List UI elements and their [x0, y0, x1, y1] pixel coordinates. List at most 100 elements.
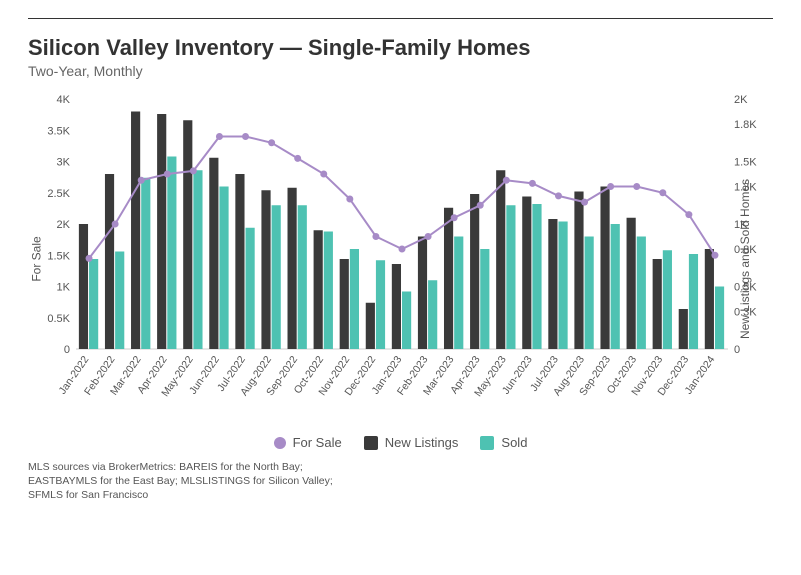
for-sale-marker	[451, 214, 458, 221]
for-sale-marker	[372, 233, 379, 240]
sold-bar	[506, 205, 515, 349]
y-left-tick-label: 3.5K	[47, 125, 70, 137]
y-left-tick-label: 1K	[57, 282, 71, 294]
top-rule	[28, 18, 773, 19]
for-sale-marker	[86, 255, 93, 262]
for-sale-marker	[425, 233, 432, 240]
for-sale-marker	[711, 252, 718, 259]
new-listings-bar	[496, 170, 505, 349]
page: Silicon Valley Inventory — Single-Family…	[0, 0, 801, 575]
new-listings-bar	[79, 224, 88, 349]
for-sale-marker	[633, 183, 640, 190]
sold-bar	[193, 170, 202, 349]
for-sale-marker	[320, 171, 327, 178]
sold-bar	[689, 254, 698, 349]
new-listings-bar	[131, 112, 140, 350]
for-sale-marker	[581, 199, 588, 206]
for-sale-marker	[294, 155, 301, 162]
new-listings-bar	[340, 259, 349, 349]
new-listings-bar	[705, 249, 714, 349]
sold-bar	[376, 260, 385, 349]
new-listings-bar	[418, 237, 427, 350]
for-sale-marker	[503, 177, 510, 184]
for-sale-marker	[138, 177, 145, 184]
sold-bar	[298, 205, 307, 349]
new-listings-bar	[627, 218, 636, 349]
new-listings-bar	[548, 219, 557, 349]
sold-bar	[115, 252, 124, 350]
for-sale-marker	[112, 221, 119, 228]
for-sale-marker	[242, 133, 249, 140]
legend-item-new-listings: New Listings	[364, 435, 459, 450]
legend-swatch	[274, 437, 286, 449]
sold-bar	[167, 157, 176, 350]
new-listings-bar	[183, 120, 192, 349]
new-listings-bar	[679, 309, 688, 349]
y-left-tick-label: 4K	[57, 94, 71, 106]
for-sale-marker	[607, 183, 614, 190]
new-listings-bar	[444, 208, 453, 349]
legend-item-sold: Sold	[480, 435, 527, 450]
footnote: MLS sources via BrokerMetrics: BAREIS fo…	[28, 460, 368, 503]
for-sale-marker	[477, 202, 484, 209]
y-axis-left-label: For Sale	[30, 236, 44, 281]
sold-bar	[532, 204, 541, 349]
new-listings-bar	[288, 188, 297, 349]
new-listings-bar	[261, 190, 270, 349]
y-right-tick-label: 2K	[734, 94, 748, 106]
new-listings-bar	[470, 194, 479, 349]
for-sale-marker	[399, 246, 406, 253]
sold-bar	[558, 222, 567, 350]
legend-label: For Sale	[293, 435, 342, 450]
sold-bar	[272, 205, 281, 349]
y-right-tick-label: 1.5K	[734, 157, 757, 169]
page-title: Silicon Valley Inventory — Single-Family…	[28, 35, 773, 61]
y-axis-right-label: New Listings and Sold Homes	[738, 179, 752, 339]
new-listings-bar	[600, 187, 609, 350]
legend-swatch	[364, 436, 378, 450]
sold-bar	[89, 259, 98, 349]
y-left-tick-label: 2K	[57, 219, 71, 231]
inventory-chart: 00.5K1K1.5K2K2.5K3K3.5K4K00.3K0.5K0.8K1K…	[28, 89, 773, 429]
new-listings-bar	[314, 230, 323, 349]
new-listings-bar	[653, 259, 662, 349]
new-listings-bar	[522, 197, 531, 350]
sold-bar	[141, 178, 150, 349]
y-left-tick-label: 3K	[57, 157, 71, 169]
sold-bar	[402, 292, 411, 350]
y-left-tick-label: 0	[64, 344, 70, 356]
sold-bar	[246, 228, 255, 349]
sold-bar	[663, 250, 672, 349]
new-listings-bar	[574, 192, 583, 350]
y-left-tick-label: 0.5K	[47, 313, 70, 325]
legend-item-for-sale: For Sale	[274, 435, 342, 450]
y-left-tick-label: 2.5K	[47, 188, 70, 200]
sold-bar	[585, 237, 594, 350]
new-listings-bar	[235, 174, 244, 349]
sold-bar	[219, 187, 228, 350]
sold-bar	[324, 232, 333, 350]
for-sale-marker	[164, 171, 171, 178]
new-listings-bar	[366, 303, 375, 349]
for-sale-marker	[268, 139, 275, 146]
y-right-tick-label: 1.8K	[734, 119, 757, 131]
new-listings-bar	[209, 158, 218, 349]
chart-container: For Sale New Listings and Sold Homes 0 0.…	[28, 89, 773, 429]
sold-bar	[350, 249, 359, 349]
new-listings-bar	[105, 174, 114, 349]
new-listings-bar	[157, 114, 166, 349]
for-sale-marker	[685, 211, 692, 218]
page-subtitle: Two-Year, Monthly	[28, 63, 773, 79]
sold-bar	[428, 280, 437, 349]
for-sale-marker	[190, 167, 197, 174]
legend-label: Sold	[501, 435, 527, 450]
sold-bar	[611, 224, 620, 349]
new-listings-bar	[392, 264, 401, 349]
chart-legend: For Sale New Listings Sold	[28, 435, 773, 450]
sold-bar	[480, 249, 489, 349]
y-right-tick-label: 0	[734, 344, 740, 356]
y-left-tick-label: 1.5K	[47, 250, 70, 262]
for-sale-marker	[659, 189, 666, 196]
for-sale-marker	[529, 180, 536, 187]
sold-bar	[454, 237, 463, 350]
